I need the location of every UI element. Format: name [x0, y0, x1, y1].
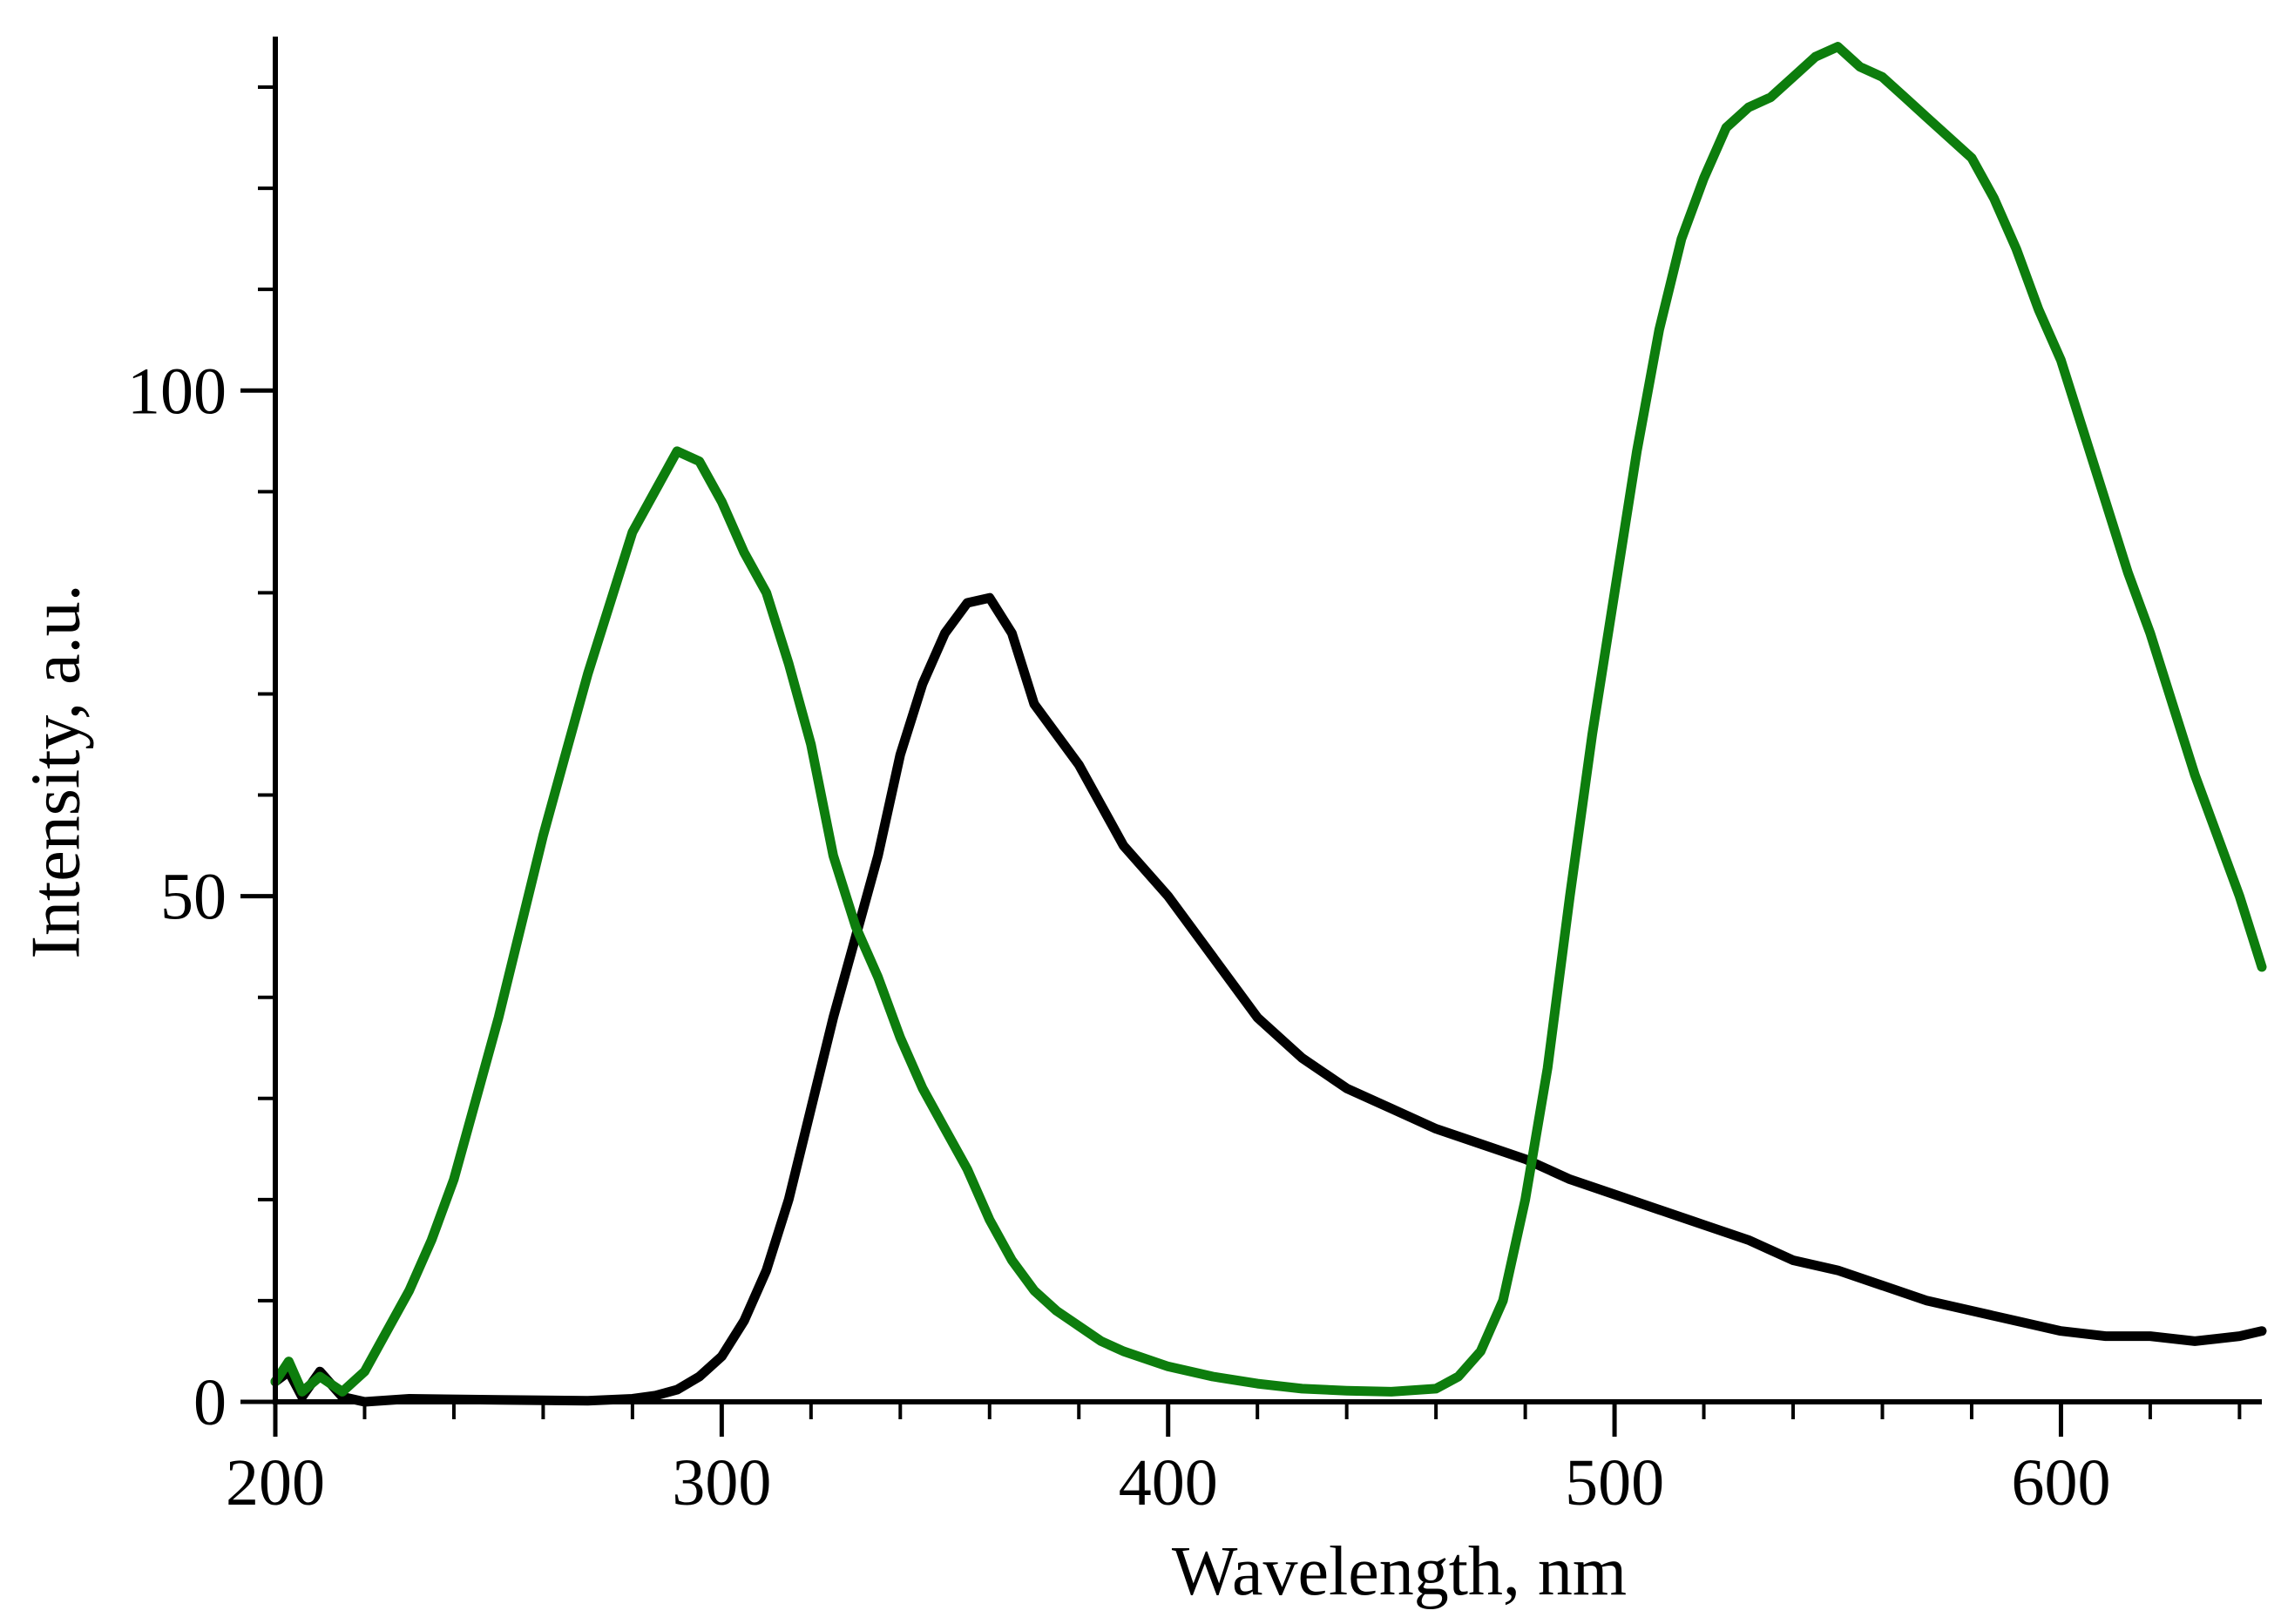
x-axis-label: Wavelength, nm	[1172, 1533, 1627, 1610]
x-tick-label: 300	[672, 1446, 771, 1519]
series-line-black	[270, 592, 2267, 1407]
y-axis-label: Intensity, a.u.	[17, 584, 94, 958]
y-tick-label: 100	[127, 355, 227, 428]
axes-layer	[273, 37, 2262, 1404]
y-tick-label: 50	[160, 861, 227, 934]
series-line-green	[270, 42, 2267, 1397]
labels-layer: Wavelength, nm Intensity, a.u.	[17, 584, 1627, 1610]
x-tick-label: 500	[1565, 1446, 1664, 1519]
y-tick-label: 0	[193, 1366, 227, 1439]
x-tick-label: 600	[2011, 1446, 2110, 1519]
x-tick-label: 400	[1119, 1446, 1218, 1519]
ticks-layer: 200 300 400 500 600 0 50 100	[127, 85, 2242, 1519]
x-tick-label: 200	[226, 1446, 325, 1519]
series-layer	[270, 42, 2267, 1407]
